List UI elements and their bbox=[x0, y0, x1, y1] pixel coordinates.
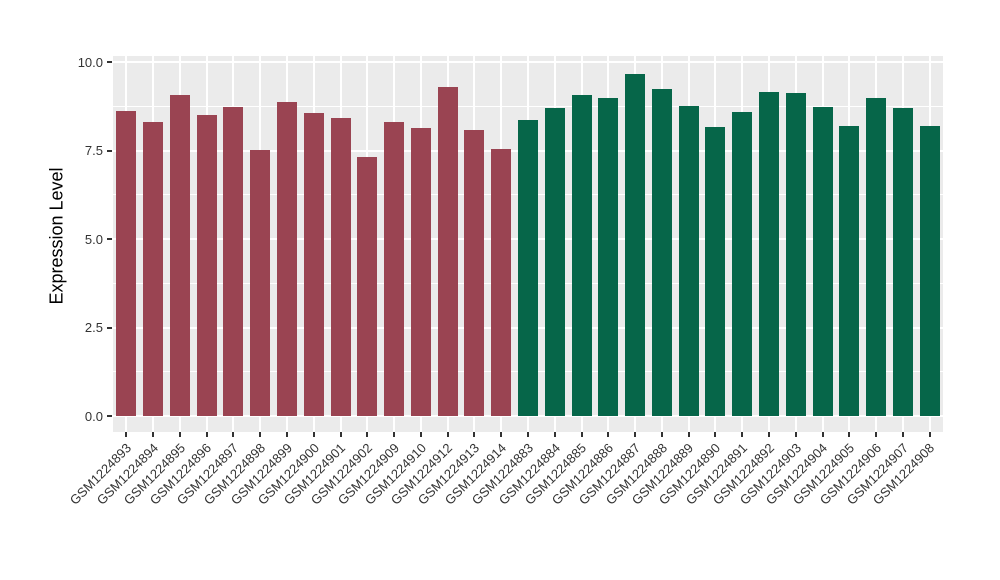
x-tick-mark bbox=[125, 432, 128, 437]
x-tick-mark bbox=[339, 432, 342, 437]
bar-GSM1224886 bbox=[598, 97, 619, 416]
bar-GSM1224896 bbox=[196, 115, 217, 416]
x-tick-mark bbox=[419, 432, 422, 437]
bar-GSM1224907 bbox=[892, 108, 913, 416]
bar-GSM1224897 bbox=[223, 106, 244, 416]
bar-GSM1224887 bbox=[625, 73, 646, 416]
y-tick-mark bbox=[107, 326, 112, 329]
y-tick-label: 7.5 bbox=[84, 143, 103, 158]
bar-GSM1224898 bbox=[250, 150, 271, 416]
bar-GSM1224883 bbox=[518, 120, 538, 416]
x-tick-mark bbox=[607, 432, 610, 437]
x-tick-mark bbox=[687, 432, 690, 437]
x-tick-mark bbox=[741, 432, 744, 437]
x-tick-mark bbox=[660, 432, 663, 437]
x-tick-mark bbox=[259, 432, 262, 437]
y-tick-label: 10.0 bbox=[77, 54, 103, 70]
x-tick-mark bbox=[527, 432, 529, 437]
plot-panel bbox=[113, 56, 943, 432]
bar-GSM1224906 bbox=[866, 98, 887, 416]
x-tick-mark bbox=[473, 432, 476, 437]
x-tick-mark bbox=[714, 432, 717, 437]
y-tick-label: 2.5 bbox=[84, 320, 103, 335]
bar-GSM1224893 bbox=[116, 110, 137, 416]
x-tick-mark bbox=[152, 432, 155, 437]
x-tick-mark bbox=[232, 432, 235, 437]
y-tick-mark bbox=[107, 238, 112, 240]
bar-GSM1224903 bbox=[785, 93, 806, 416]
bar-GSM1224902 bbox=[357, 156, 378, 416]
bar-GSM1224892 bbox=[758, 92, 779, 416]
y-tick-label: 5.0 bbox=[84, 231, 103, 247]
y-tick-mark bbox=[107, 149, 112, 152]
x-tick-mark bbox=[848, 432, 851, 437]
x-tick-mark bbox=[901, 432, 904, 437]
bar-GSM1224894 bbox=[143, 121, 164, 416]
x-tick-mark bbox=[875, 432, 878, 437]
bar-GSM1224899 bbox=[277, 102, 298, 416]
x-tick-mark bbox=[580, 432, 583, 437]
x-tick-mark bbox=[312, 432, 315, 437]
x-tick-mark bbox=[821, 432, 824, 437]
bar-GSM1224905 bbox=[839, 126, 860, 416]
x-tick-mark bbox=[366, 432, 369, 437]
x-tick-mark bbox=[634, 432, 637, 437]
x-tick-mark bbox=[500, 432, 503, 437]
bar-GSM1224910 bbox=[410, 127, 431, 416]
x-tick-mark bbox=[928, 432, 931, 437]
bar-GSM1224901 bbox=[330, 117, 351, 416]
bar-GSM1224913 bbox=[464, 129, 485, 416]
bar-GSM1224914 bbox=[491, 149, 512, 416]
bar-GSM1224891 bbox=[732, 112, 753, 416]
bar-GSM1224909 bbox=[384, 121, 405, 416]
bar-GSM1224884 bbox=[544, 107, 565, 416]
bar-GSM1224912 bbox=[437, 87, 458, 416]
bar-GSM1224889 bbox=[678, 105, 699, 416]
x-tick-mark bbox=[446, 432, 449, 437]
bar-GSM1224885 bbox=[571, 94, 592, 416]
bar-GSM1224888 bbox=[651, 88, 672, 416]
y-tick-mark bbox=[107, 415, 112, 417]
y-tick-mark bbox=[107, 61, 112, 63]
bar-GSM1224904 bbox=[812, 106, 833, 416]
x-tick-mark bbox=[794, 432, 797, 437]
x-tick-mark bbox=[767, 432, 770, 437]
bar-GSM1224895 bbox=[169, 94, 190, 416]
x-tick-mark bbox=[553, 432, 556, 437]
x-tick-mark bbox=[205, 432, 208, 437]
x-tick-mark bbox=[286, 432, 289, 437]
x-tick-mark bbox=[178, 432, 181, 437]
bar-GSM1224890 bbox=[705, 127, 726, 416]
x-tick-mark bbox=[393, 432, 396, 437]
y-tick-label: 0.0 bbox=[84, 408, 103, 424]
bar-GSM1224908 bbox=[919, 125, 940, 416]
bar-GSM1224900 bbox=[303, 113, 324, 416]
